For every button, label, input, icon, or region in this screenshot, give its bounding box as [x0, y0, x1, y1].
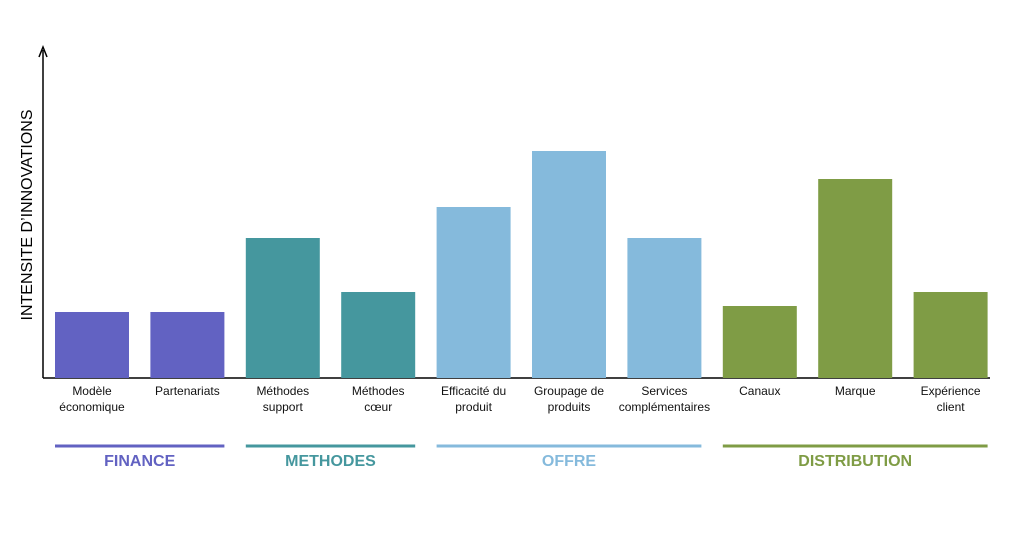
y-axis-label: INTENSITE D’INNOVATIONS [19, 110, 36, 321]
x-tick-label: Expérience client [920, 384, 981, 414]
bar [436, 207, 511, 378]
bar [818, 179, 893, 378]
x-tick-label: Partenariats [155, 384, 220, 398]
bar [913, 292, 988, 378]
group-label: METHODES [285, 453, 376, 470]
x-tick-label: Modèle économique [59, 384, 125, 414]
x-tick-label: Canaux [739, 384, 781, 398]
group-label: DISTRIBUTION [798, 453, 913, 470]
x-tick-label: Groupage de produits [533, 384, 605, 414]
group-label: FINANCE [104, 453, 176, 470]
group-label: OFFRE [541, 453, 597, 470]
bar [150, 312, 225, 378]
x-tick-label: Méthodes support [256, 384, 310, 414]
bar [245, 238, 320, 378]
bar [627, 238, 702, 378]
x-tick-label: Services complémentaires [618, 384, 711, 414]
bar [55, 312, 129, 378]
x-tick-label: Méthodes cœur [351, 384, 405, 414]
bar [532, 151, 606, 378]
x-tick-label: Marque [834, 384, 876, 398]
bar [341, 292, 416, 378]
bar [722, 306, 797, 378]
y-axis-arrow [38, 44, 48, 58]
x-tick-label: Efficacité du produit [441, 384, 507, 414]
